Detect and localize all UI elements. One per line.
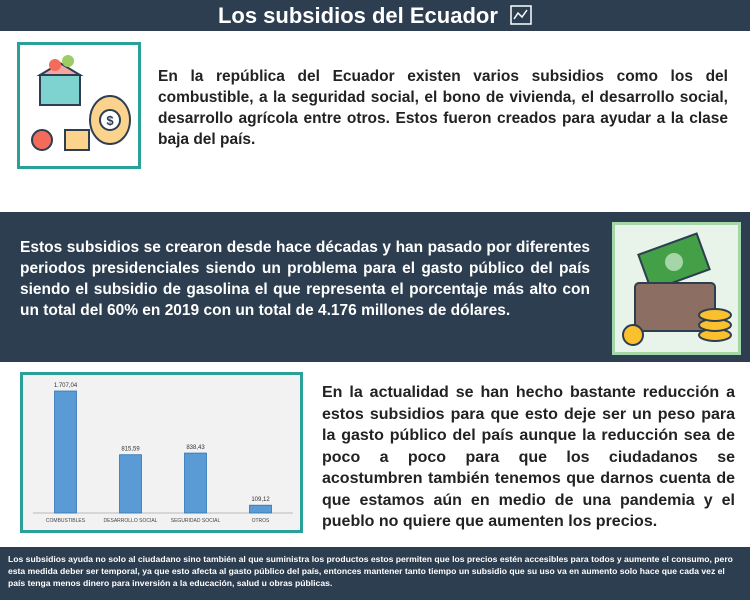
icon-box: $ <box>17 42 141 169</box>
svg-text:$: $ <box>106 113 114 128</box>
chart-box: 1.707,04 COMBUSTIBLES 815,59 DESARROLLO SOC… <box>20 372 303 533</box>
current-text: En la actualidad se han hecho bastante r… <box>322 384 735 530</box>
bar <box>54 390 77 514</box>
bar <box>249 504 272 514</box>
category-label: COMBUSTIBLES <box>46 518 86 524</box>
bar <box>184 452 207 514</box>
value-label: 1.707,04 <box>54 383 78 389</box>
footer-text: Los subsidios ayuda no solo al ciudadano… <box>8 554 733 588</box>
value-label: 109,12 <box>251 497 270 503</box>
history-text: Estos subsidios se crearon desde hace dé… <box>20 239 590 319</box>
category-label: SEGURIDAD SOCIAL <box>171 518 221 524</box>
chart: 1.707,04 COMBUSTIBLES 815,59 DESARROLLO SOC… <box>23 375 300 530</box>
value-label: 838,43 <box>186 445 205 451</box>
value-label: 815,59 <box>121 447 140 453</box>
money-icon <box>622 232 732 346</box>
header: Los subsidios del Ecuador <box>0 0 750 31</box>
category-label: DESARROLLO SOCIAL <box>104 518 158 524</box>
title-icon <box>510 5 532 25</box>
money-box <box>612 222 741 355</box>
header-row: Los subsidios del Ecuador <box>0 3 750 29</box>
bar <box>119 454 142 514</box>
subsidy-icon: $ <box>31 55 131 151</box>
footer: Los subsidios ayuda no solo al ciudadano… <box>0 547 750 600</box>
category-label: OTROS <box>252 518 270 524</box>
page-title: Los subsidios del Ecuador <box>217 3 498 28</box>
intro-text: En la república del Ecuador existen vari… <box>158 68 728 148</box>
